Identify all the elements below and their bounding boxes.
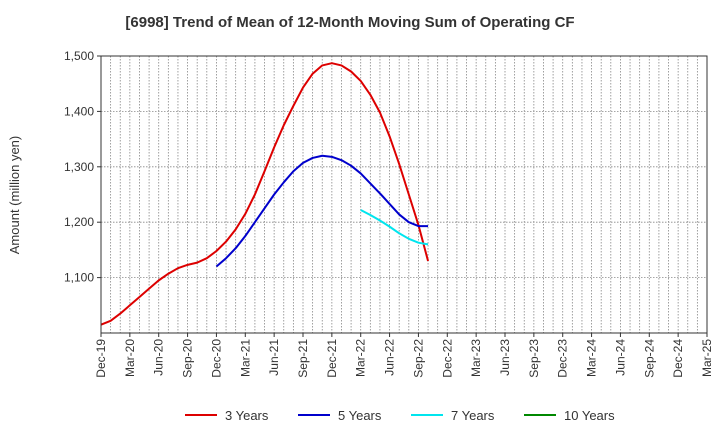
chart-title: [6998] Trend of Mean of 12-Month Moving …	[125, 14, 574, 31]
x-tick-label: Jun-23	[498, 339, 512, 376]
y-tick-label: 1,100	[64, 271, 94, 285]
x-axis-ticks: Dec-19 Mar-20 Jun-20 Sep-20 Dec-20 Mar-21 Jun-…	[94, 333, 714, 378]
y-tick-label: 1,500	[64, 49, 94, 63]
x-tick-label: Dec-21	[325, 339, 339, 378]
series-line-5-years	[215, 154, 429, 268]
x-tick-label: Mar-21	[238, 339, 252, 377]
x-tick-label: Jun-24	[613, 339, 627, 376]
x-tick-label: Jun-22	[383, 339, 397, 376]
legend-label: 5 Years	[338, 408, 382, 423]
y-tick-label: 1,400	[64, 104, 94, 118]
x-tick-label: Mar-25	[700, 339, 714, 377]
x-tick-label: Mar-20	[123, 339, 137, 377]
x-tick-label: Sep-20	[181, 339, 195, 378]
x-tick-label: Jun-20	[152, 339, 166, 376]
x-tick-label: Dec-22	[440, 339, 454, 378]
y-axis-ticks: 1,100 1,200 1,300 1,400 1,500	[64, 49, 101, 285]
legend-label: 3 Years	[225, 408, 269, 423]
plot-area	[101, 56, 707, 333]
series-line-3-years	[100, 62, 430, 326]
x-tick-label: Jun-21	[267, 339, 281, 376]
x-tick-label: Mar-24	[585, 339, 599, 377]
x-tick-label: Dec-20	[209, 339, 223, 378]
y-tick-label: 1,300	[64, 160, 94, 174]
x-tick-label: Mar-23	[469, 339, 483, 377]
x-tick-label: Sep-24	[642, 339, 656, 378]
x-tick-label: Mar-22	[354, 339, 368, 377]
grid-lines	[101, 55, 707, 333]
legend-label: 10 Years	[564, 408, 615, 423]
legend: 3 Years 5 Years 7 Years 10 Years	[185, 408, 615, 423]
y-axis-label: Amount (million yen)	[7, 136, 22, 255]
y-tick-label: 1,200	[64, 215, 94, 229]
x-tick-label: Dec-23	[556, 339, 570, 378]
x-tick-label: Dec-19	[94, 339, 108, 378]
x-tick-label: Sep-21	[296, 339, 310, 378]
series-line-7-years	[360, 209, 429, 246]
plot-border	[100, 55, 708, 334]
x-tick-label: Sep-22	[411, 339, 425, 378]
legend-label: 7 Years	[451, 408, 495, 423]
x-tick-label: Sep-23	[527, 339, 541, 378]
series-lines	[100, 62, 430, 326]
x-tick-label: Dec-24	[671, 339, 685, 378]
